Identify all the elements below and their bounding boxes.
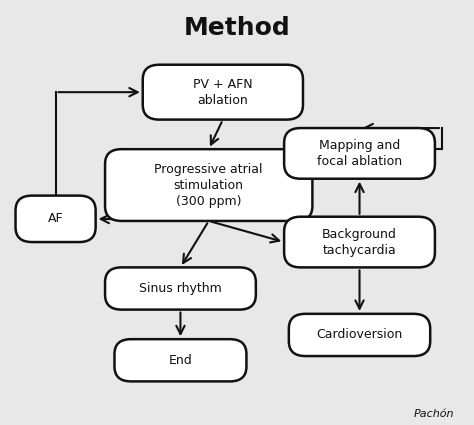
Text: PV + AFN
ablation: PV + AFN ablation bbox=[193, 78, 253, 107]
Text: Background
tachycardia: Background tachycardia bbox=[322, 227, 397, 257]
Text: Mapping and
focal ablation: Mapping and focal ablation bbox=[317, 139, 402, 168]
Text: Pachón: Pachón bbox=[413, 409, 454, 419]
FancyBboxPatch shape bbox=[284, 128, 435, 179]
Text: Progressive atrial
stimulation
(300 ppm): Progressive atrial stimulation (300 ppm) bbox=[155, 162, 263, 207]
Text: Cardioversion: Cardioversion bbox=[316, 329, 402, 341]
Text: Method: Method bbox=[183, 16, 291, 40]
FancyBboxPatch shape bbox=[105, 149, 312, 221]
FancyBboxPatch shape bbox=[289, 314, 430, 356]
FancyBboxPatch shape bbox=[284, 217, 435, 267]
Text: Sinus rhythm: Sinus rhythm bbox=[139, 282, 222, 295]
FancyBboxPatch shape bbox=[105, 267, 256, 309]
FancyBboxPatch shape bbox=[115, 339, 246, 381]
Text: End: End bbox=[169, 354, 192, 367]
FancyBboxPatch shape bbox=[16, 196, 96, 242]
FancyBboxPatch shape bbox=[143, 65, 303, 119]
Text: AF: AF bbox=[48, 212, 64, 225]
